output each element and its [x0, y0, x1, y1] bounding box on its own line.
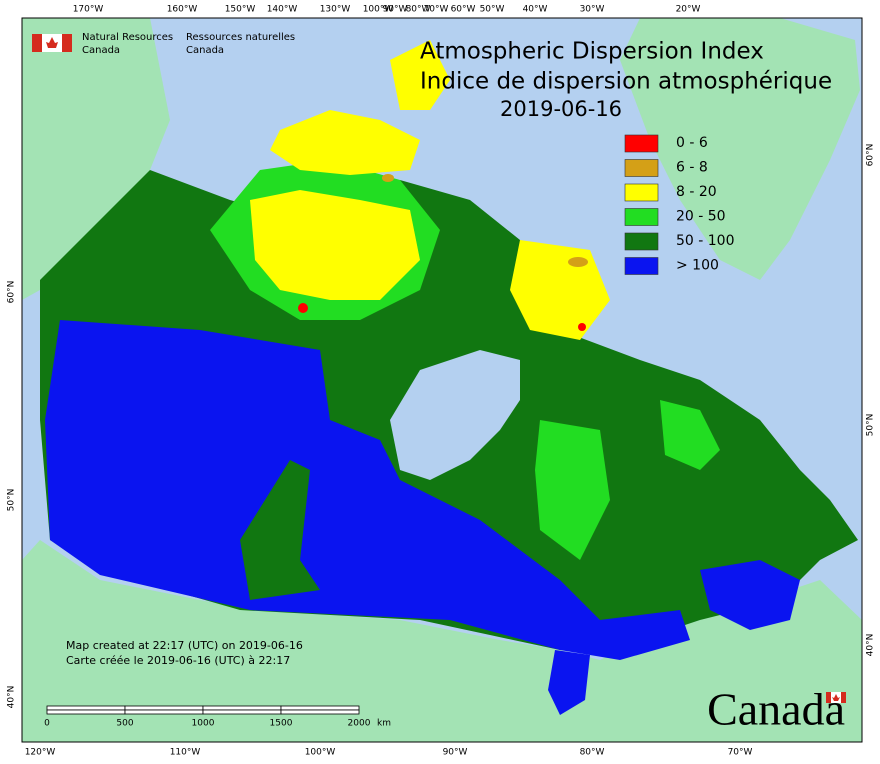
lon-label: 70°W: [728, 748, 753, 758]
lon-label: 100°W: [305, 748, 336, 758]
region-8-20: [270, 110, 420, 175]
lon-label: 130°W: [320, 5, 351, 15]
lon-label: 30°W: [580, 5, 605, 15]
scale-segment: [280, 709, 360, 715]
canada-wordmark: Canada: [707, 684, 845, 735]
title-date: 2019-06-16: [500, 97, 622, 121]
lon-label: 100°W: [363, 5, 394, 15]
scale-segment: [280, 705, 360, 711]
region-0-6: [298, 303, 308, 313]
lon-label: 140°W: [267, 5, 298, 15]
flag-bar: [826, 692, 831, 703]
map-frame: [21, 17, 863, 743]
alaska: [22, 18, 170, 300]
scale-label: 2000: [348, 719, 371, 729]
legend-label: 6 - 8: [676, 160, 708, 176]
legend-label: 8 - 20: [676, 184, 717, 200]
scale-segment: [202, 705, 282, 711]
scale-segment: [46, 709, 126, 715]
lat-label: 60°N: [866, 144, 876, 167]
lon-label: 150°W: [225, 5, 256, 15]
graticule-labels: 170°W 160°W 150°W 140°W 130°W 100°W90°W80°W70…: [7, 5, 876, 758]
legend-swatch: [624, 257, 659, 275]
legend-swatch: [624, 232, 659, 251]
scale-label: 1500: [270, 719, 293, 729]
lon-label: 80°W: [580, 748, 605, 758]
lon-label: 120°W: [25, 748, 56, 758]
scale-bar: 0 500 1000 1500 2000 km: [44, 705, 391, 729]
legend: 0 - 6 6 - 8 8 - 20 20 - 50 50 - 100 > 100: [624, 134, 735, 275]
region-over-100: [700, 560, 800, 630]
agency-en: Natural Resources: [82, 32, 173, 43]
agency-fr: Canada: [186, 45, 224, 56]
maple-leaf: [832, 694, 840, 701]
lon-label: 40°W: [523, 5, 548, 15]
lat-label: 40°N: [866, 634, 876, 657]
lon-label: 170°W: [73, 5, 104, 15]
region-20-50: [535, 420, 610, 560]
flag-bar: [62, 34, 72, 52]
agency-fr: Ressources naturelles: [186, 32, 295, 43]
lat-label: 60°N: [7, 281, 17, 304]
region-6-8: [382, 174, 394, 182]
legend-label: 20 - 50: [676, 209, 726, 225]
created-en: Map created at 22:17 (UTC) on 2019-06-16: [66, 639, 303, 652]
scale-segment: [202, 709, 282, 715]
region-over-100: [548, 650, 590, 715]
legend-label: 50 - 100: [676, 233, 735, 249]
scale-unit: km: [377, 719, 391, 729]
scale-label: 500: [116, 719, 133, 729]
scale-segment: [46, 705, 126, 711]
created-fr: Carte créée le 2019-06-16 (UTC) à 22:17: [66, 654, 290, 667]
lon-label: 90°W: [443, 748, 468, 758]
legend-swatch: [624, 134, 659, 153]
region-8-20: [390, 40, 450, 110]
scale-segment: [124, 709, 204, 715]
usa: [22, 540, 862, 742]
legend-swatch: [624, 183, 659, 202]
region-0-6: [578, 323, 586, 331]
wordmark-flag: [826, 692, 846, 703]
lon-label: 80°W: [406, 5, 431, 15]
scale-label: 0: [44, 719, 50, 729]
lon-label: 20°W: [676, 5, 701, 15]
lon-label: 90°W: [383, 5, 408, 15]
hudson-bay: [390, 350, 520, 480]
lon-label: 50°W: [480, 5, 505, 15]
scale-label: 1000: [192, 719, 215, 729]
flag-bar: [32, 34, 42, 52]
scale-segment: [124, 705, 204, 711]
lon-label: 70°W: [424, 5, 449, 15]
region-over-100: [45, 320, 690, 660]
lon-label: 110°W: [170, 748, 201, 758]
map-border: [21, 17, 863, 743]
region-50-100: [240, 460, 320, 600]
agency-en: Canada: [82, 45, 120, 56]
maple-leaf: [46, 37, 58, 48]
flag-bar: [841, 692, 846, 703]
region-20-50: [660, 400, 720, 470]
lat-label: 50°N: [866, 414, 876, 437]
agency-logo: Natural Resources Canada Ressources natu…: [32, 32, 295, 56]
legend-label: > 100: [676, 258, 719, 274]
legend-swatch: [624, 159, 659, 177]
region-6-8: [568, 257, 588, 267]
greenland: [620, 18, 860, 280]
title-en: Atmospheric Dispersion Index: [420, 39, 764, 65]
region-8-20: [250, 190, 420, 300]
lon-label: 160°W: [167, 5, 198, 15]
lat-label: 40°N: [7, 686, 17, 709]
legend-swatch: [624, 208, 659, 226]
lon-label: 60°W: [451, 5, 476, 15]
lat-label: 50°N: [7, 489, 17, 512]
title-fr: Indice de dispersion atmosphérique: [420, 69, 832, 95]
legend-label: 0 - 6: [676, 135, 708, 151]
